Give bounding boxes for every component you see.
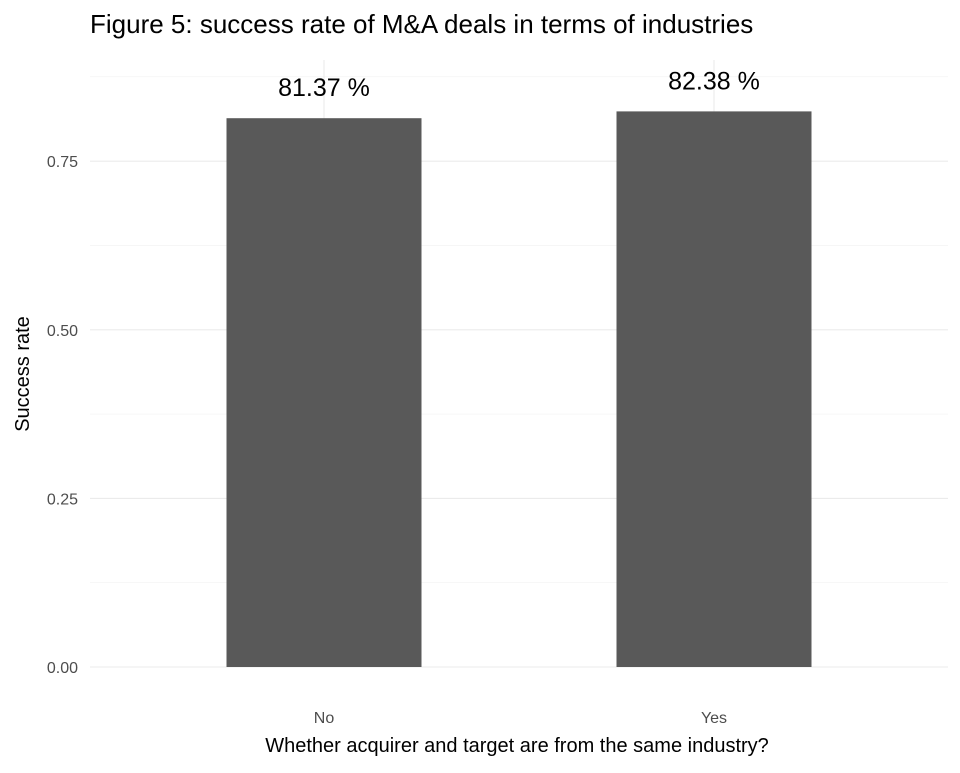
y-tick-label: 0.25	[47, 491, 78, 508]
data-label: 81.37 %	[278, 74, 370, 102]
x-tick-label: Yes	[701, 710, 727, 727]
x-axis-ticks: No Yes	[314, 710, 727, 727]
data-label: 82.38 %	[668, 67, 760, 95]
y-axis-title: Success rate	[12, 316, 34, 432]
grid-lines	[90, 60, 948, 668]
x-axis-title: Whether acquirer and target are from the…	[265, 735, 769, 757]
chart-title: Figure 5: success rate of M&A deals in t…	[90, 9, 753, 39]
y-axis-ticks: 0.00 0.25 0.50 0.75	[47, 154, 78, 677]
y-tick-label: 0.00	[47, 660, 78, 677]
bars	[226, 111, 812, 668]
data-labels: 81.37 % 82.38 %	[278, 67, 760, 102]
y-tick-label: 0.50	[47, 323, 78, 340]
y-tick-label: 0.75	[47, 154, 78, 171]
bar-yes	[616, 111, 812, 667]
x-tick-label: No	[314, 710, 335, 727]
bar-no	[226, 118, 422, 668]
